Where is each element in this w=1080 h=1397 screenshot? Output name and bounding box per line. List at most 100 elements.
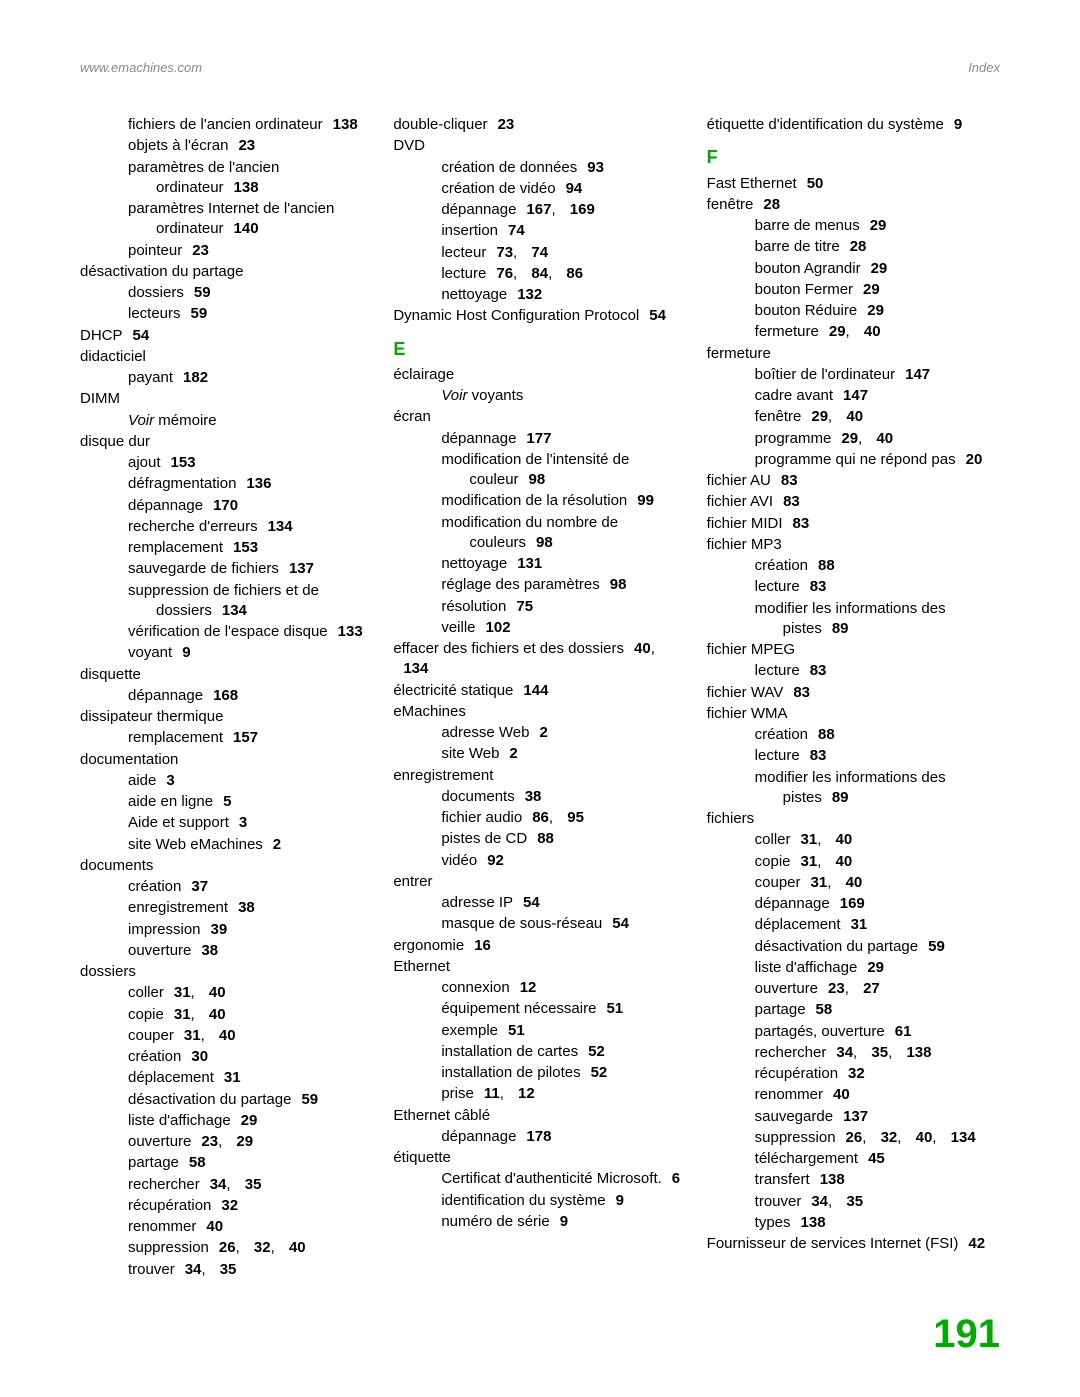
index-column-1: fichiers de l'ancien ordinateur138objets… [80, 115, 373, 1281]
index-entry: désactivation du partage [80, 262, 373, 282]
index-entry: enregistrement38 [104, 898, 373, 918]
index-entry: vidéo92 [417, 851, 686, 871]
index-entry: fenêtre28 [707, 195, 1000, 215]
index-entry: effacer des fichiers et des dossiers40, … [393, 639, 686, 680]
index-entry: copie31, 40 [731, 852, 1000, 872]
index-entry: renommer40 [104, 1217, 373, 1237]
index-entry: étiquette d'identification du système9 [707, 115, 1000, 135]
index-entry: déplacement31 [104, 1068, 373, 1088]
index-entry: cadre avant147 [731, 386, 1000, 406]
index-entry: résolution75 [417, 597, 686, 617]
index-entry: DHCP54 [80, 326, 373, 346]
section-letter: F [707, 145, 1000, 169]
index-entry: désactivation du partage59 [104, 1090, 373, 1110]
index-entry: site Web2 [417, 744, 686, 764]
index-entry: déplacement31 [731, 915, 1000, 935]
page-header: www.emachines.com Index [80, 60, 1000, 75]
index-entry: disquette [80, 665, 373, 685]
index-entry: coller31, 40 [731, 830, 1000, 850]
header-right: Index [968, 60, 1000, 75]
index-entry: fichier MIDI83 [707, 514, 1000, 534]
index-entry: défragmentation136 [104, 474, 373, 494]
index-entry: coller31, 40 [104, 983, 373, 1003]
index-entry: remplacement157 [104, 728, 373, 748]
index-entry: vérification de l'espace disque133 [104, 622, 373, 642]
index-entry: Fournisseur de services Internet (FSI)42 [707, 1234, 1000, 1254]
index-entry: insertion74 [417, 221, 686, 241]
index-entry: fichiers de l'ancien ordinateur138 [104, 115, 373, 135]
index-entry: dépannage169 [731, 894, 1000, 914]
index-entry: double-cliquer23 [393, 115, 686, 135]
page-number: 191 [933, 1312, 1000, 1357]
index-entry: transfert138 [731, 1170, 1000, 1190]
index-entry: dossiers59 [104, 283, 373, 303]
index-entry: Aide et support3 [104, 813, 373, 833]
index-entry: nettoyage131 [417, 554, 686, 574]
index-entry: Certificat d'authenticité Microsoft.6 [417, 1169, 686, 1189]
index-entry: nettoyage132 [417, 285, 686, 305]
index-column-3: étiquette d'identification du système9 F F… [707, 115, 1000, 1281]
index-entry: exemple51 [417, 1021, 686, 1041]
index-entry: dépannage178 [417, 1127, 686, 1147]
index-entry: dépannage168 [104, 686, 373, 706]
index-entry: trouver34, 35 [731, 1192, 1000, 1212]
index-entry: ergonomie16 [393, 936, 686, 956]
index-entry: numéro de série9 [417, 1212, 686, 1232]
index-entry: fichier AVI83 [707, 492, 1000, 512]
index-entry: programme29, 40 [731, 429, 1000, 449]
index-entry: suppression26, 32, 40, 134 [731, 1128, 1000, 1148]
index-entry: ajout153 [104, 453, 373, 473]
index-entry: fermeture [707, 344, 1000, 364]
index-entry: création37 [104, 877, 373, 897]
index-entry: Dynamic Host Configuration Protocol54 [393, 306, 686, 326]
index-entry: ouverture38 [104, 941, 373, 961]
index-entry: lecture83 [731, 661, 1000, 681]
index-entry: masque de sous-réseau54 [417, 914, 686, 934]
index-entry: lecture76, 84, 86 [417, 264, 686, 284]
index-entry: fermeture29, 40 [731, 322, 1000, 342]
index-entry: objets à l'écran23 [104, 136, 373, 156]
index-entry: modification de la résolution99 [417, 491, 686, 511]
index-entry: copie31, 40 [104, 1005, 373, 1025]
index-entry: couper31, 40 [104, 1026, 373, 1046]
index-entry: barre de titre28 [731, 237, 1000, 257]
index-entry: entrer [393, 872, 686, 892]
index-entry: Voir voyants [417, 386, 686, 406]
index-entry: veille102 [417, 618, 686, 638]
index-entry: électricité statique144 [393, 681, 686, 701]
index-entry: liste d'affichage29 [731, 958, 1000, 978]
index-entry: prise11, 12 [417, 1084, 686, 1104]
index-entry: lecture83 [731, 746, 1000, 766]
index-entry: fichier WMA [707, 704, 1000, 724]
index-entry: didacticiel [80, 347, 373, 367]
header-left: www.emachines.com [80, 60, 202, 75]
index-entry: pointeur23 [104, 241, 373, 261]
index-entry: programme qui ne répond pas20 [731, 450, 1000, 470]
index-entry: dépannage177 [417, 429, 686, 449]
index-entry: rechercher34, 35 [104, 1175, 373, 1195]
index-entry: documents38 [417, 787, 686, 807]
index-entry: voyant9 [104, 643, 373, 663]
index-entry: fichier AU83 [707, 471, 1000, 491]
index-entry: ouverture23, 29 [104, 1132, 373, 1152]
index-entry: remplacement153 [104, 538, 373, 558]
index-entry: documents [80, 856, 373, 876]
section-letter: E [393, 337, 686, 361]
index-entry: désactivation du partage59 [731, 937, 1000, 957]
index-entry: Ethernet câblé [393, 1106, 686, 1126]
index-entry: fichier audio86, 95 [417, 808, 686, 828]
index-entry: création de données93 [417, 158, 686, 178]
index-entry: connexion12 [417, 978, 686, 998]
index-entry: adresse IP54 [417, 893, 686, 913]
index-entry: étiquette [393, 1148, 686, 1168]
index-entry: modifier les informations des pistes89 [731, 768, 1000, 809]
index-entry: sauvegarde137 [731, 1107, 1000, 1127]
index-entry: récupération32 [731, 1064, 1000, 1084]
index-entry: création88 [731, 556, 1000, 576]
index-entry: fenêtre29, 40 [731, 407, 1000, 427]
index-entry: ouverture23, 27 [731, 979, 1000, 999]
index-entry: fichier MPEG [707, 640, 1000, 660]
index-column-2: double-cliquer23DVDcréation de données93… [393, 115, 686, 1281]
index-entry: dossiers [80, 962, 373, 982]
index-entry: rechercher34, 35, 138 [731, 1043, 1000, 1063]
